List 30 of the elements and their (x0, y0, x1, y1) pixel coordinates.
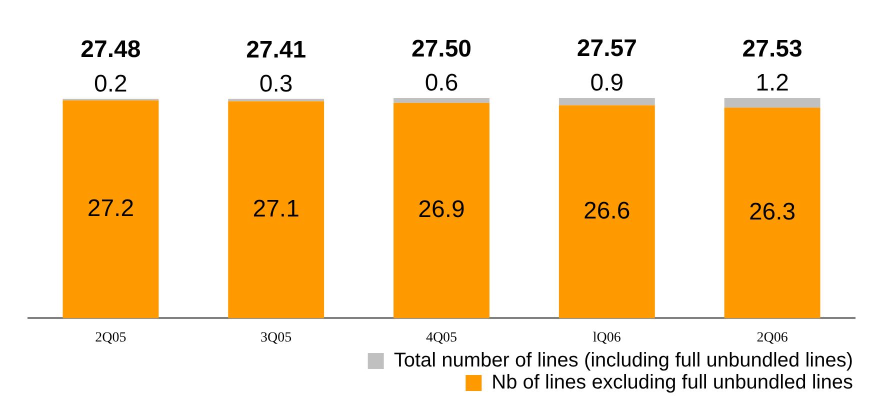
x-tick-label: lQ06 (592, 330, 621, 346)
bar (724, 98, 820, 108)
data-label: 27.2 (87, 194, 134, 222)
annotation: 27.50 (411, 36, 472, 63)
data-label: 27.1 (252, 195, 300, 222)
legend-label: Nb of lines excluding full unbundled lines (492, 372, 854, 394)
data-label: 26.3 (748, 198, 796, 226)
annotation: 27.53 (742, 35, 802, 62)
annotation: 27.48 (80, 36, 141, 63)
legend-label: Total number of lines (including full unbundled lines) (394, 350, 854, 372)
bar (558, 105, 655, 318)
data-label: 26.9 (418, 196, 465, 224)
bar (228, 101, 324, 318)
bar (724, 108, 820, 318)
annotation: 27.57 (576, 35, 637, 62)
x-tick-label: 4Q05 (426, 330, 458, 346)
data-label: 0.3 (259, 70, 293, 98)
bar (394, 98, 490, 103)
bar (62, 100, 159, 318)
x-tick-label: 3Q05 (260, 330, 292, 346)
bar (394, 102, 490, 318)
data-label: 0.2 (94, 70, 128, 98)
data-label: 0.6 (424, 70, 458, 97)
x-tick-label: 2Q06 (756, 330, 788, 346)
data-label: 1.2 (756, 70, 789, 97)
x-tick-label: 2Q05 (95, 330, 126, 346)
annotation: 27.41 (246, 36, 306, 64)
bar (558, 98, 655, 106)
data-label: 26.6 (584, 197, 630, 224)
data-label: 0.9 (590, 70, 624, 97)
